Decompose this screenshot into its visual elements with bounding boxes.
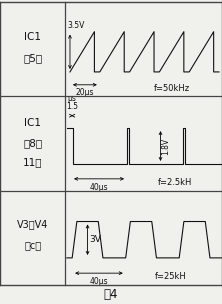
Text: f=25kH: f=25kH: [155, 272, 187, 281]
Text: 第8、: 第8、: [23, 138, 42, 148]
Text: 1.5: 1.5: [66, 102, 78, 111]
Text: 第5脚: 第5脚: [23, 53, 42, 63]
Text: 1.8V: 1.8V: [161, 137, 170, 154]
Text: V3、V4: V3、V4: [17, 219, 48, 229]
Text: μs: μs: [68, 95, 77, 103]
Text: f=50kHz: f=50kHz: [153, 84, 190, 93]
Text: IC1: IC1: [24, 118, 41, 128]
Text: 40μs: 40μs: [90, 182, 108, 192]
Text: 40μs: 40μs: [90, 277, 108, 286]
Text: 3.5V: 3.5V: [67, 21, 85, 30]
Text: 3V: 3V: [89, 235, 101, 244]
Text: 20μs: 20μs: [76, 88, 94, 97]
Text: 11脚: 11脚: [23, 157, 42, 167]
Text: IC1: IC1: [24, 33, 41, 43]
Text: 图4: 图4: [104, 288, 118, 301]
Text: 的c极: 的c极: [24, 240, 41, 250]
Text: f=2.5kH: f=2.5kH: [158, 178, 192, 187]
